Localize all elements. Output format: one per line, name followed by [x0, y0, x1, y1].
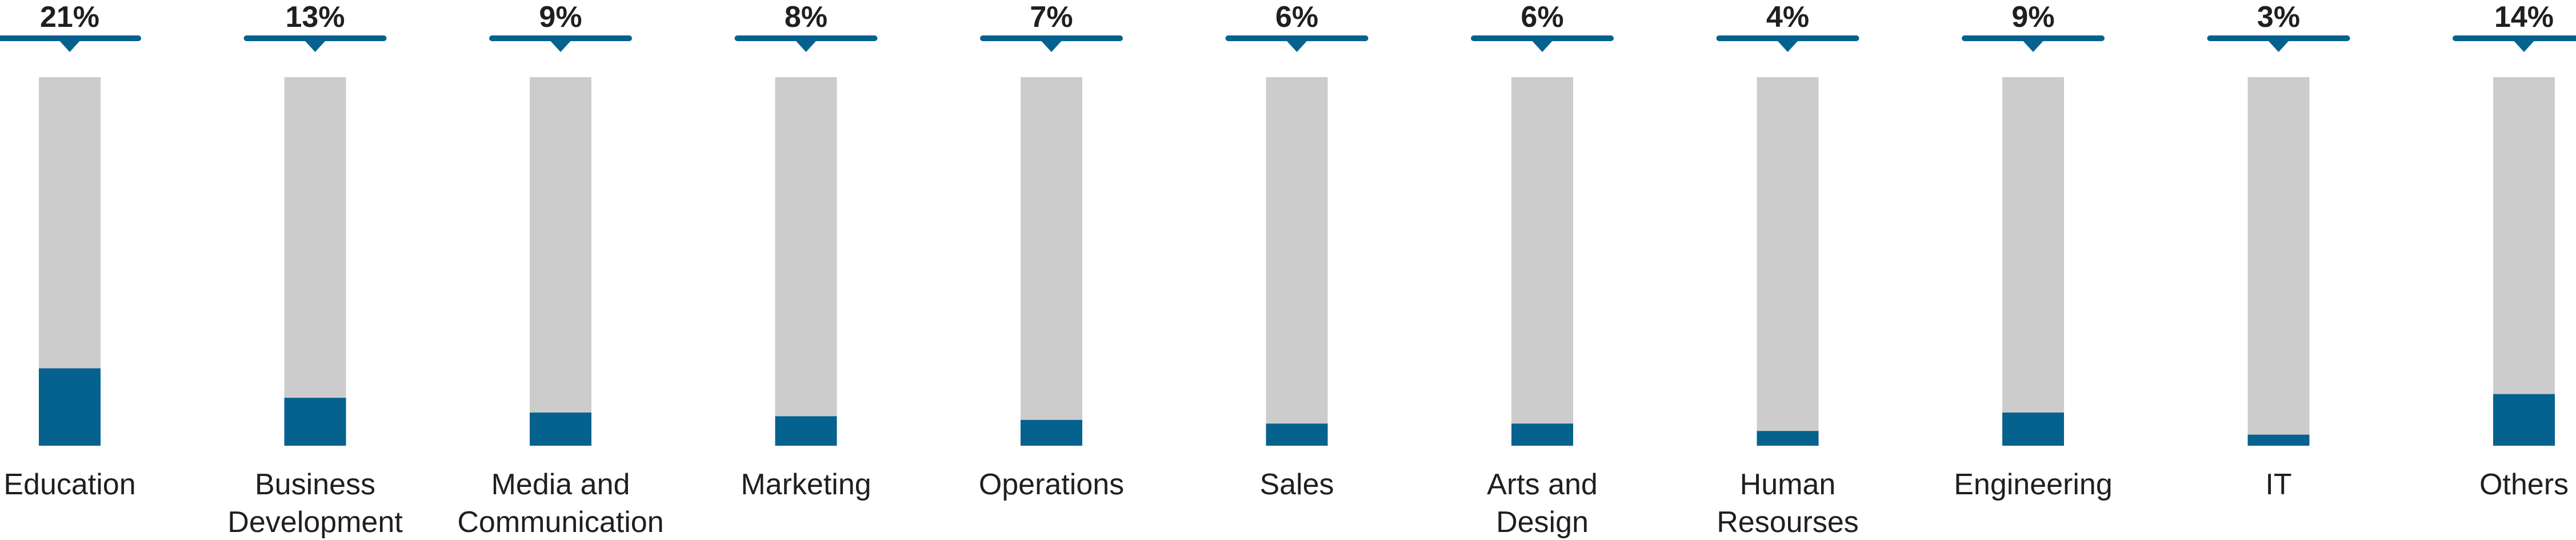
category-label-line: Operations	[979, 468, 1124, 501]
bar-marker-pointer	[302, 38, 328, 52]
data-label: 6%	[1275, 1, 1318, 34]
data-label: 3%	[2257, 1, 2300, 34]
data-label: 7%	[1030, 1, 1073, 34]
bar-marker-pointer	[2511, 38, 2537, 52]
bar	[2247, 434, 2310, 446]
bar-track	[775, 77, 837, 446]
bar	[2493, 394, 2555, 446]
category-label: Marketing	[741, 468, 871, 501]
bar	[530, 412, 591, 446]
category-label-line: IT	[2265, 468, 2291, 501]
bar-marker-pointer	[548, 38, 573, 52]
category-label-line: Arts and	[1487, 468, 1598, 501]
category-label: IT	[2265, 468, 2291, 501]
bar	[1511, 423, 1573, 446]
category-label-line: Human	[1740, 468, 1836, 501]
data-label: 21%	[40, 1, 99, 34]
bar-marker-pointer	[1284, 38, 1310, 52]
bar	[775, 416, 837, 446]
bar-marker-pointer	[2266, 38, 2291, 52]
bar-track	[530, 77, 591, 446]
category-label: Operations	[979, 468, 1124, 501]
bar	[39, 368, 101, 446]
bar	[284, 398, 346, 446]
bar-track	[284, 77, 346, 446]
category-label-line: Development	[227, 506, 403, 539]
bar	[2002, 412, 2064, 446]
category-label: Sales	[1259, 468, 1334, 501]
data-label: 9%	[2011, 1, 2054, 34]
bar-marker-pointer	[1039, 38, 1064, 52]
category-label-line: Marketing	[741, 468, 871, 501]
bar-track	[2002, 77, 2064, 446]
bar	[1021, 419, 1082, 446]
category-label-line: Design	[1496, 506, 1589, 539]
bar-marker-pointer	[57, 38, 82, 52]
category-label: Human Resourses	[1717, 468, 1859, 539]
bar-track	[1021, 77, 1082, 446]
category-label-line: Education	[3, 468, 135, 501]
data-label: 14%	[2494, 1, 2554, 34]
category-label: Arts and Design	[1487, 468, 1598, 539]
data-label: 13%	[285, 1, 345, 34]
category-label-line: Others	[2479, 468, 2569, 501]
category-label: Engineering	[1954, 468, 2113, 501]
bar-track	[2493, 77, 2555, 446]
category-label-line: Engineering	[1954, 468, 2113, 501]
category-label-line: Sales	[1259, 468, 1334, 501]
category-label: Education	[3, 468, 135, 501]
bar-track	[1757, 77, 1819, 446]
category-label: Others	[2479, 468, 2569, 501]
bar-track	[2247, 77, 2310, 446]
category-label-line: Communication	[457, 506, 663, 539]
category-label-line: Business	[255, 468, 375, 501]
data-label: 8%	[785, 1, 827, 34]
data-label: 4%	[1766, 1, 1809, 34]
data-label: 6%	[1521, 1, 1563, 34]
category-label: Business Development	[227, 468, 403, 539]
bar	[1266, 423, 1328, 446]
bar-marker-pointer	[1775, 38, 1801, 52]
category-label-line: Media and	[491, 468, 630, 501]
bar	[1757, 431, 1819, 446]
bar-marker-pointer	[793, 38, 819, 52]
data-label: 9%	[539, 1, 582, 34]
category-label-line: Resourses	[1717, 506, 1859, 539]
bar-track	[1266, 77, 1328, 446]
category-label: Media and Communication	[457, 468, 663, 539]
bar-marker-pointer	[2021, 38, 2046, 52]
bar-track	[1511, 77, 1573, 446]
bar-marker-pointer	[1530, 38, 1555, 52]
